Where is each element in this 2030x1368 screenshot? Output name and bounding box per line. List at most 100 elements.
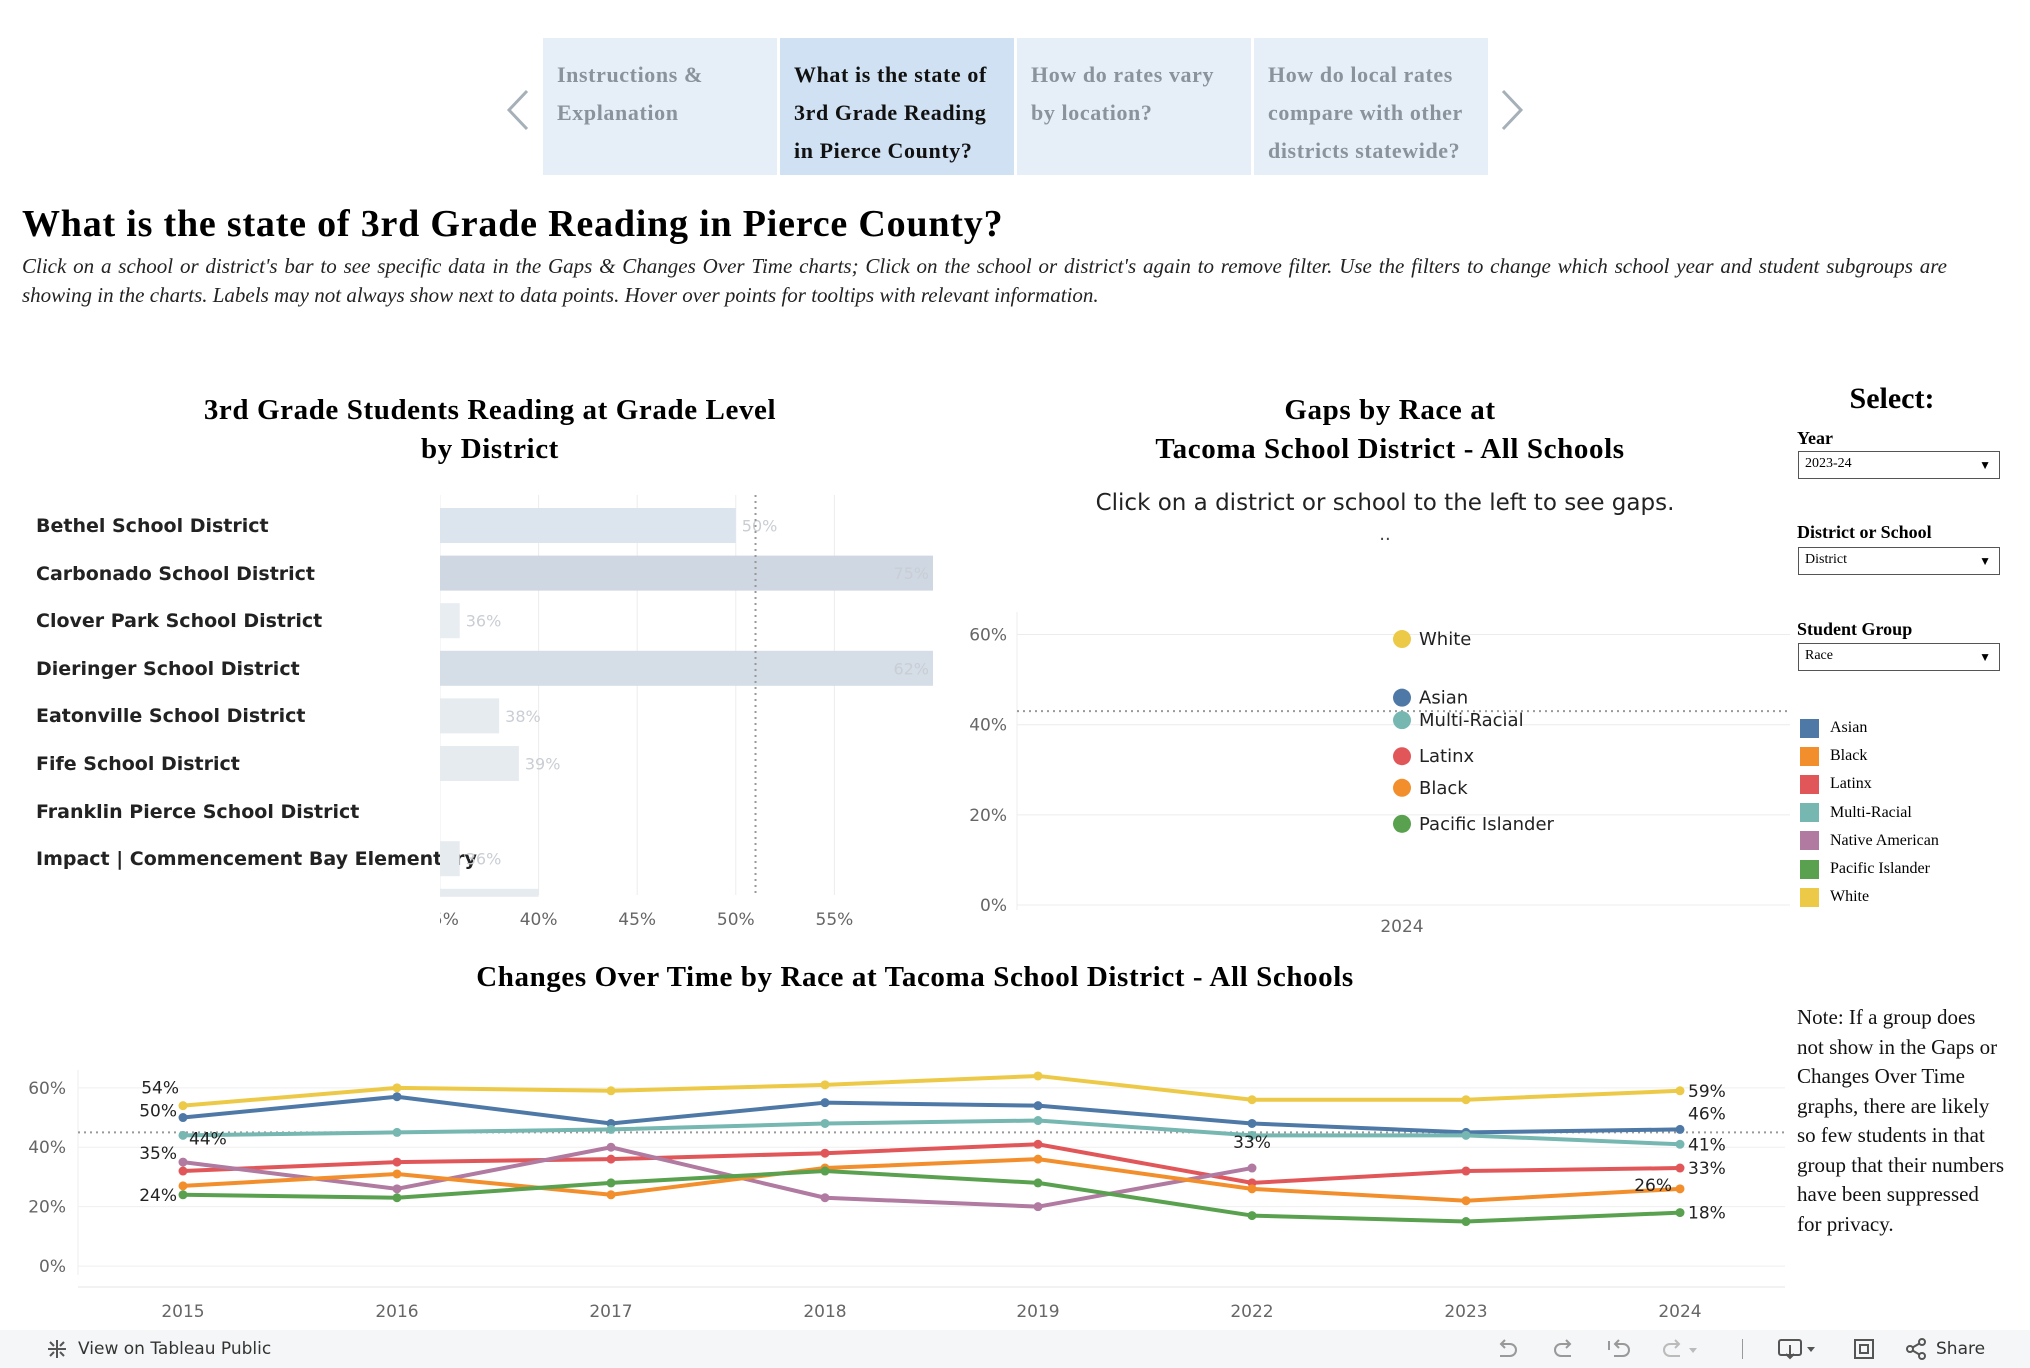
trend-point-native-american[interactable] xyxy=(1247,1163,1257,1173)
trend-point-black[interactable] xyxy=(1247,1184,1257,1194)
trend-point-native-american[interactable] xyxy=(178,1157,188,1167)
gap-point-pacific-islander[interactable] xyxy=(1393,814,1411,833)
story-tab-rates-by-location[interactable]: How do rates vary by location? xyxy=(1017,38,1251,175)
legend-item-asian[interactable]: Asian xyxy=(1800,717,1867,739)
trend-point-multi-racial[interactable] xyxy=(392,1127,402,1137)
district-bar[interactable] xyxy=(440,746,519,781)
share-button[interactable]: Share xyxy=(1904,1330,1985,1368)
trend-point-latinx[interactable] xyxy=(820,1148,830,1158)
district-label-bethel-school-district[interactable]: Bethel School District xyxy=(36,515,269,537)
story-next-button[interactable] xyxy=(1492,82,1532,138)
trend-point-native-american[interactable] xyxy=(1033,1202,1043,1212)
trend-point-white[interactable] xyxy=(1247,1095,1257,1105)
legend-item-pacific-islander[interactable]: Pacific Islander xyxy=(1800,858,1930,880)
refresh-button[interactable] xyxy=(1660,1330,1700,1368)
trend-point-latinx[interactable] xyxy=(606,1154,616,1164)
trend-point-pacific-islander[interactable] xyxy=(178,1190,188,1200)
trend-point-black[interactable] xyxy=(392,1169,402,1179)
redo-button[interactable] xyxy=(1551,1330,1577,1368)
fullscreen-button[interactable] xyxy=(1852,1330,1876,1368)
trend-point-latinx[interactable] xyxy=(178,1166,188,1176)
trend-point-pacific-islander[interactable] xyxy=(1033,1178,1043,1188)
district-bar[interactable] xyxy=(440,508,736,543)
trend-point-latinx[interactable] xyxy=(1675,1163,1685,1173)
trend-point-latinx[interactable] xyxy=(1033,1139,1043,1149)
district-label-franklin-pierce-school-district[interactable]: Franklin Pierce School District xyxy=(36,800,360,823)
undo-button[interactable] xyxy=(1494,1330,1520,1368)
district-filter-select[interactable]: District ▼ xyxy=(1798,547,2000,575)
district-label-eatonville-school-district[interactable]: Eatonville School District xyxy=(36,705,306,728)
trend-point-multi-racial[interactable] xyxy=(1033,1116,1043,1126)
download-button[interactable] xyxy=(1777,1330,1819,1368)
trend-point-pacific-islander[interactable] xyxy=(1461,1217,1471,1227)
trend-point-multi-racial[interactable] xyxy=(1461,1130,1471,1140)
legend-item-white[interactable]: White xyxy=(1800,886,1869,908)
district-bar[interactable] xyxy=(440,555,933,591)
trend-point-native-american[interactable] xyxy=(606,1142,616,1152)
gap-point-asian[interactable] xyxy=(1393,688,1411,707)
district-bar[interactable] xyxy=(440,841,460,877)
trend-line-asian[interactable] xyxy=(182,1094,1681,1135)
trend-point-asian[interactable] xyxy=(1247,1118,1257,1128)
trend-point-black[interactable] xyxy=(606,1190,616,1200)
trend-point-white[interactable] xyxy=(606,1086,616,1096)
trend-point-native-american[interactable] xyxy=(392,1184,402,1194)
trend-point-native-american[interactable] xyxy=(820,1193,830,1203)
trend-line-black[interactable] xyxy=(182,1157,1681,1203)
year-filter-select[interactable]: 2023-24 ▼ xyxy=(1798,451,2000,479)
trend-point-black[interactable] xyxy=(1033,1154,1043,1164)
trend-point-white[interactable] xyxy=(820,1080,830,1090)
district-label-carbonado-school-district[interactable]: Carbonado School District xyxy=(36,562,316,585)
story-tab-compare-statewide[interactable]: How do local rates compare with other di… xyxy=(1254,38,1488,175)
trend-point-latinx[interactable] xyxy=(1461,1166,1471,1176)
district-label-impact-commencement-bay-elementary[interactable]: Impact | Commencement Bay Elementary xyxy=(36,848,477,871)
trend-point-multi-racial[interactable] xyxy=(820,1118,830,1128)
trend-point-black[interactable] xyxy=(178,1181,188,1191)
trend-point-multi-racial[interactable] xyxy=(606,1124,616,1134)
trend-point-pacific-islander[interactable] xyxy=(1247,1211,1257,1221)
story-tab-state-of-reading[interactable]: What is the state of 3rd Grade Reading i… xyxy=(780,38,1014,175)
gap-point-black[interactable] xyxy=(1393,778,1411,797)
trend-point-multi-racial[interactable] xyxy=(1675,1139,1685,1149)
trend-line-white[interactable] xyxy=(182,1073,1681,1108)
revert-button[interactable] xyxy=(1606,1330,1632,1368)
trend-point-pacific-islander[interactable] xyxy=(820,1166,830,1176)
trend-point-white[interactable] xyxy=(1675,1086,1685,1096)
legend-item-native-american[interactable]: Native American xyxy=(1800,830,1939,852)
trend-point-white[interactable] xyxy=(1033,1071,1043,1081)
trend-point-multi-racial[interactable] xyxy=(178,1130,188,1140)
story-prev-button[interactable] xyxy=(498,82,538,138)
trend-line-multi-racial[interactable] xyxy=(182,1118,1681,1147)
view-on-tableau-link[interactable]: View on Tableau Public xyxy=(44,1330,271,1368)
legend-item-latinx[interactable]: Latinx xyxy=(1800,773,1872,795)
trend-point-black[interactable] xyxy=(1675,1184,1685,1194)
district-bar[interactable] xyxy=(440,650,933,686)
trend-point-white[interactable] xyxy=(392,1083,402,1093)
district-bar[interactable] xyxy=(440,698,500,734)
trend-point-asian[interactable] xyxy=(1675,1124,1685,1134)
district-label-dieringer-school-district[interactable]: Dieringer School District xyxy=(36,657,300,680)
trend-point-black[interactable] xyxy=(1461,1196,1471,1206)
trend-point-white[interactable] xyxy=(178,1101,188,1111)
district-label-clover-park-school-district[interactable]: Clover Park School District xyxy=(36,610,323,633)
district-bar[interactable] xyxy=(440,603,460,639)
trend-point-pacific-islander[interactable] xyxy=(1675,1208,1685,1218)
trend-point-pacific-islander[interactable] xyxy=(392,1193,402,1203)
legend-item-black[interactable]: Black xyxy=(1800,745,1867,767)
trend-point-asian[interactable] xyxy=(392,1092,402,1102)
trend-point-asian[interactable] xyxy=(1033,1101,1043,1111)
legend-item-multi-racial[interactable]: Multi-Racial xyxy=(1800,802,1912,824)
trend-point-pacific-islander[interactable] xyxy=(606,1178,616,1188)
gap-point-multi-racial[interactable] xyxy=(1393,711,1411,730)
gap-point-white[interactable] xyxy=(1393,630,1411,649)
story-tab-instructions[interactable]: Instructions & Explanation xyxy=(543,38,777,175)
trend-point-white[interactable] xyxy=(1461,1095,1471,1105)
trend-point-asian[interactable] xyxy=(178,1113,188,1123)
trend-line-native-american[interactable] xyxy=(182,1145,1253,1209)
district-bar-partial[interactable] xyxy=(440,888,539,897)
trend-point-asian[interactable] xyxy=(820,1098,830,1108)
gap-point-latinx[interactable] xyxy=(1393,747,1411,766)
trend-point-latinx[interactable] xyxy=(392,1157,402,1167)
group-filter-select[interactable]: Race ▼ xyxy=(1798,643,2000,671)
trend-line-pacific-islander[interactable] xyxy=(182,1169,1681,1224)
